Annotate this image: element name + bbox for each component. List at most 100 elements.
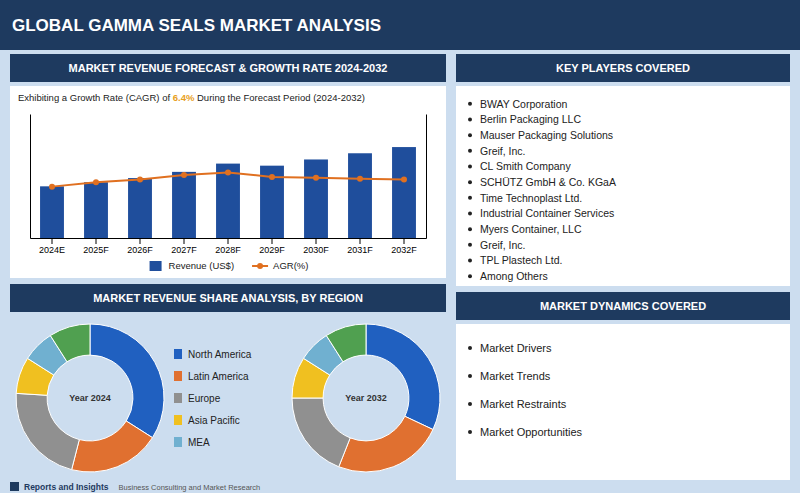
y2-axis-line	[426, 115, 427, 239]
list-item: Greif, Inc.	[480, 239, 526, 251]
x-tick-label: 2024E	[39, 245, 65, 255]
x-tick: 2031F	[347, 238, 373, 255]
slice	[339, 416, 433, 472]
y2-axis	[426, 115, 427, 239]
bullet	[468, 118, 472, 122]
x-tick-mark	[316, 238, 317, 244]
x-tick-label: 2032F	[391, 245, 417, 255]
bar	[348, 153, 372, 238]
plot-area	[40, 147, 416, 238]
section-header	[10, 284, 446, 312]
list-item: Industrial Container Services	[480, 207, 614, 219]
list-background	[456, 324, 790, 480]
list-item: CL Smith Company	[480, 160, 571, 172]
x-tick-mark	[360, 238, 361, 244]
slice	[292, 398, 350, 467]
bar	[128, 178, 152, 238]
slice	[50, 324, 90, 362]
subtitle-part: Exhibiting a Growth Rate (CAGR) of	[18, 92, 173, 103]
legend-label: Latin America	[188, 371, 249, 382]
bullet	[468, 374, 472, 378]
legend-swatch	[174, 371, 182, 381]
x-tick-mark	[184, 238, 185, 244]
x-tick-label: 2027F	[171, 245, 197, 255]
x-tick: 2024E	[39, 238, 65, 255]
legend-swatch	[150, 261, 162, 271]
bullet	[468, 346, 472, 350]
list-item: Time Technoplast Ltd.	[480, 192, 582, 204]
legend-item: Asia Pacific	[174, 415, 240, 426]
bullet	[468, 274, 472, 278]
donut-label: Year 2024	[69, 393, 111, 403]
legend-label: North America	[188, 349, 252, 360]
bullet	[468, 196, 472, 200]
slice	[16, 393, 79, 469]
list-item: Myers Container, LLC	[480, 223, 582, 235]
x-tick-mark	[228, 238, 229, 244]
list-item: Mauser Packaging Solutions	[480, 129, 613, 141]
bullet	[468, 212, 472, 216]
bar	[216, 164, 240, 238]
marker	[225, 169, 231, 175]
y-axis-line	[30, 115, 31, 239]
list-item: BWAY Corporation	[480, 98, 568, 110]
x-tick: 2029F	[259, 238, 285, 255]
bullet	[468, 149, 472, 153]
chart-background	[10, 86, 446, 278]
x-tick-label: 2028F	[215, 245, 241, 255]
bar	[40, 186, 64, 238]
subtitle: Exhibiting a Growth Rate (CAGR) of 6.4% …	[18, 92, 365, 103]
list-item: SCHÜTZ GmbH & Co. KGaA	[480, 176, 616, 188]
list-item: Market Trends	[480, 370, 551, 382]
legend-item: North America	[174, 349, 252, 360]
bullet	[468, 133, 472, 137]
bullet	[468, 243, 472, 247]
x-tick-mark	[96, 238, 97, 244]
legend: North AmericaLatin AmericaEuropeAsia Pac…	[174, 349, 252, 448]
legend-label: AGR(%)	[273, 260, 308, 271]
marker	[357, 176, 363, 182]
x-tick: 2032F	[391, 238, 417, 255]
list-item: Among Others	[480, 270, 548, 282]
marker	[313, 175, 319, 181]
section-title: KEY PLAYERS COVERED	[556, 62, 690, 74]
legend-swatch	[174, 349, 182, 359]
legend-swatch	[174, 415, 182, 425]
bullet	[468, 227, 472, 231]
legend-label: MEA	[188, 437, 210, 448]
legend-item: Revenue (US$)	[150, 260, 234, 271]
donut: Year 2032	[292, 324, 440, 472]
bar	[304, 159, 328, 238]
legend-label: Asia Pacific	[188, 415, 240, 426]
x-tick: 2027F	[171, 238, 197, 255]
section-header	[10, 54, 446, 82]
list-background	[456, 86, 790, 286]
x-tick-mark	[404, 238, 405, 244]
x-tick-label: 2029F	[259, 245, 285, 255]
x-tick: 2026F	[127, 238, 153, 255]
x-tick-label: 2030F	[303, 245, 329, 255]
x-tick-label: 2025F	[83, 245, 109, 255]
x-axis: 2024E 2025F 2026F 2027F 2028F 2029F 2030F 2031F…	[31, 238, 427, 255]
donut: Year 2024	[16, 324, 164, 472]
legend-item: AGR(%)	[252, 260, 308, 271]
legend-swatch	[174, 437, 182, 447]
section-title: MARKET REVENUE SHARE ANALYSIS, BY REGION	[93, 292, 363, 304]
list-item: Greif, Inc.	[480, 145, 526, 157]
logo-text: Business Consulting and Market Research	[119, 483, 261, 492]
x-tick: 2025F	[83, 238, 109, 255]
marker	[401, 177, 407, 183]
marker	[49, 184, 55, 190]
title: GLOBAL GAMMA SEALS MARKET ANALYSIS	[12, 16, 381, 35]
x-tick-mark	[140, 238, 141, 244]
bullet	[468, 259, 472, 263]
subtitle-part: 6.4%	[173, 92, 195, 103]
bullet	[468, 402, 472, 406]
section-title: MARKET DYNAMICS COVERED	[540, 300, 706, 312]
list-item: Market Restraints	[480, 398, 567, 410]
page-background	[0, 0, 800, 493]
logo-text: Reports and Insights	[24, 482, 109, 492]
legend-item: MEA	[174, 437, 210, 448]
x-tick: 2028F	[215, 238, 241, 255]
list-item: Market Drivers	[480, 342, 552, 354]
